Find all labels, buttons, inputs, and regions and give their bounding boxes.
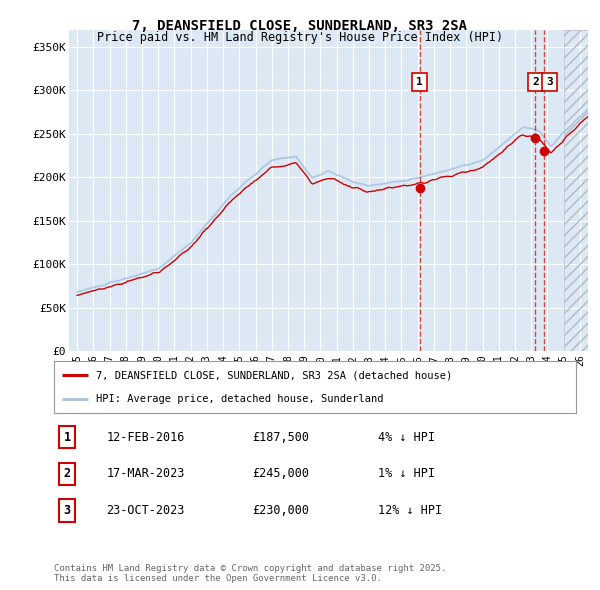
Text: 3: 3 [547, 77, 553, 87]
Text: 7, DEANSFIELD CLOSE, SUNDERLAND, SR3 2SA (detached house): 7, DEANSFIELD CLOSE, SUNDERLAND, SR3 2SA… [96, 370, 452, 380]
Text: 1: 1 [416, 77, 423, 87]
Text: 12-FEB-2016: 12-FEB-2016 [106, 431, 185, 444]
Text: 4% ↓ HPI: 4% ↓ HPI [377, 431, 434, 444]
Text: 1% ↓ HPI: 1% ↓ HPI [377, 467, 434, 480]
Text: 2: 2 [532, 77, 539, 87]
Text: HPI: Average price, detached house, Sunderland: HPI: Average price, detached house, Sund… [96, 394, 383, 404]
Text: 17-MAR-2023: 17-MAR-2023 [106, 467, 185, 480]
Text: £187,500: £187,500 [253, 431, 310, 444]
Text: 3: 3 [64, 504, 71, 517]
Text: Contains HM Land Registry data © Crown copyright and database right 2025.
This d: Contains HM Land Registry data © Crown c… [54, 563, 446, 583]
Bar [563, 30, 588, 351]
Text: 1: 1 [64, 431, 71, 444]
Text: Price paid vs. HM Land Registry's House Price Index (HPI): Price paid vs. HM Land Registry's House … [97, 31, 503, 44]
Text: 2: 2 [64, 467, 71, 480]
Text: £245,000: £245,000 [253, 467, 310, 480]
Text: 7, DEANSFIELD CLOSE, SUNDERLAND, SR3 2SA: 7, DEANSFIELD CLOSE, SUNDERLAND, SR3 2SA [133, 19, 467, 33]
Text: 23-OCT-2023: 23-OCT-2023 [106, 504, 185, 517]
Text: £230,000: £230,000 [253, 504, 310, 517]
Text: 12% ↓ HPI: 12% ↓ HPI [377, 504, 442, 517]
